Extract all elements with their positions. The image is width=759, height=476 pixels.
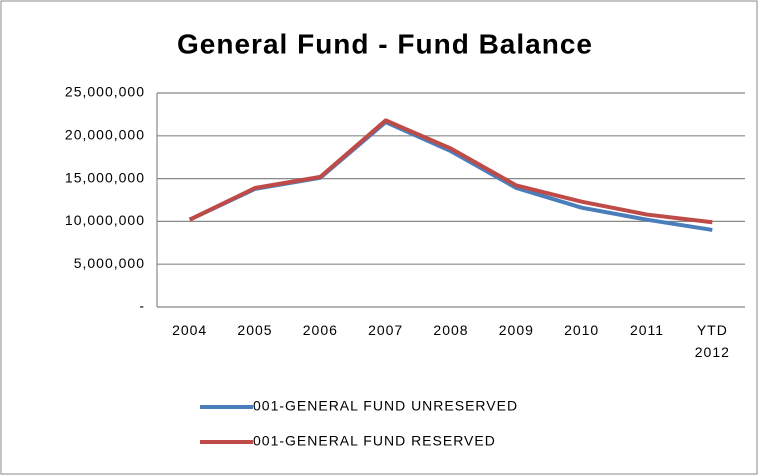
x-tick-label: 2010 xyxy=(564,322,600,338)
x-tick-label: 2011 xyxy=(629,322,665,338)
x-tick-label: 2006 xyxy=(302,322,338,338)
x-tick-label: 2008 xyxy=(433,322,469,338)
legend-label: 001-GENERAL FUND UNRESERVED xyxy=(253,398,518,414)
legend-label: 001-GENERAL FUND RESERVED xyxy=(253,433,496,449)
series-line xyxy=(188,118,713,225)
y-tick-label: 5,000,000 xyxy=(74,255,145,271)
x-tick-label: 2005 xyxy=(237,322,273,338)
y-tick-label: 15,000,000 xyxy=(65,169,145,185)
x-tick-label: YTD 2012 xyxy=(694,322,730,360)
y-tick-label: 25,000,000 xyxy=(65,84,145,100)
y-tick-label: 10,000,000 xyxy=(65,212,145,228)
x-tick-label: 2007 xyxy=(368,322,404,338)
y-tick-label: - xyxy=(139,298,145,314)
x-tick-label: 2009 xyxy=(498,322,534,338)
chart-title: General Fund - Fund Balance xyxy=(177,28,593,59)
x-tick-label: 2004 xyxy=(172,322,208,338)
y-tick-label: 20,000,000 xyxy=(65,127,145,143)
